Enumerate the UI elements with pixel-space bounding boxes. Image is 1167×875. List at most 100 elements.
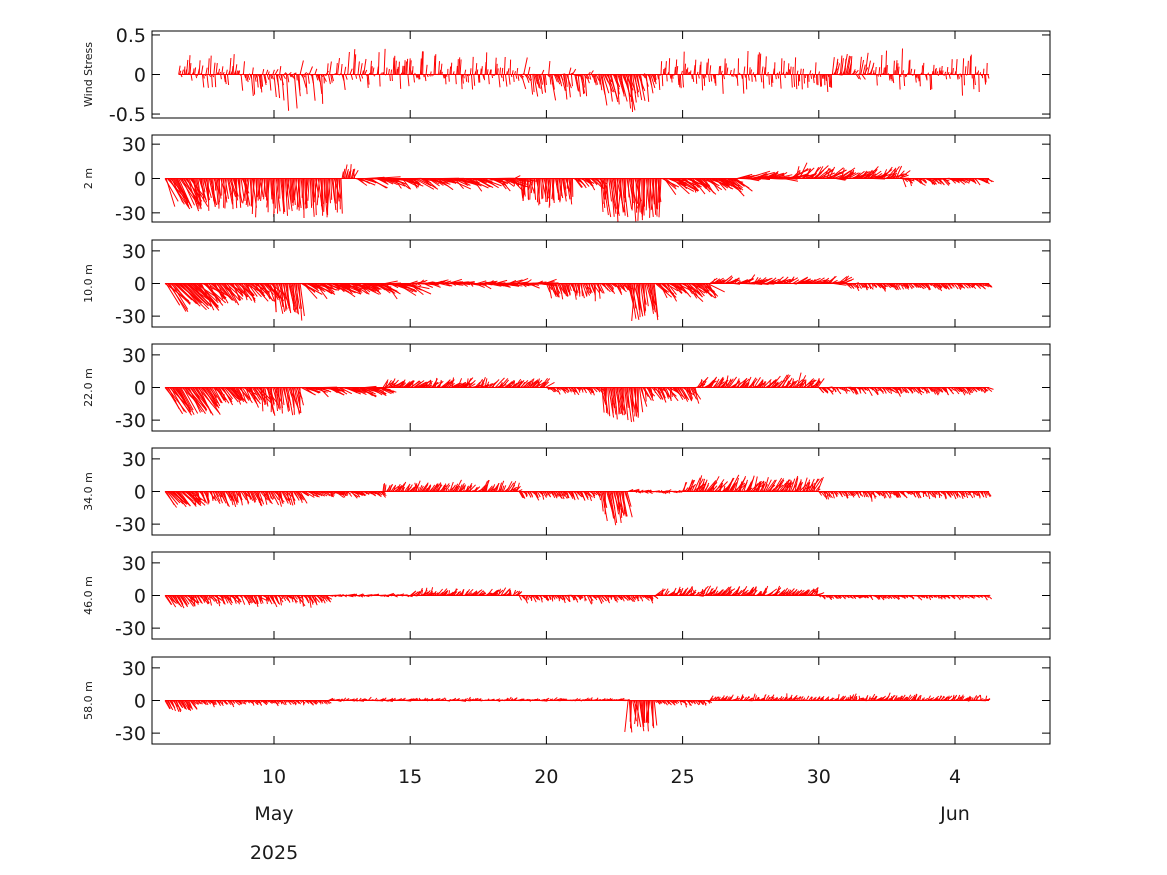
vector-stick — [669, 700, 676, 706]
vector-stick — [233, 700, 241, 706]
vector-stick — [379, 595, 381, 597]
vector-stick — [876, 74, 878, 86]
vector-stick — [693, 477, 701, 492]
vector-stick — [727, 378, 734, 388]
vector-stick — [909, 178, 912, 187]
vector-stick — [251, 178, 256, 206]
vector-stick — [896, 283, 901, 290]
vector-stick — [657, 489, 660, 492]
vector-stick — [401, 178, 412, 190]
vector-stick — [231, 387, 243, 401]
vector-stick — [509, 590, 511, 596]
vector-stick — [585, 283, 591, 293]
vector-stick — [469, 68, 472, 75]
vector-stick — [317, 74, 321, 82]
vector-stick — [653, 283, 659, 318]
panel-ylabel: Wind Stress — [82, 42, 95, 107]
vector-stick — [347, 283, 362, 294]
vector-stick — [686, 283, 698, 299]
vector-stick — [590, 387, 594, 394]
vector-stick — [905, 491, 910, 495]
vector-stick — [475, 63, 478, 75]
vector-stick — [535, 74, 540, 88]
vector-stick — [265, 178, 268, 201]
vector-stick — [254, 595, 259, 607]
vector-stick — [803, 74, 805, 84]
vector-stick — [686, 585, 693, 596]
vector-stick — [415, 74, 418, 79]
vector-stick — [888, 595, 891, 598]
vector-stick — [670, 283, 683, 294]
vector-stick — [717, 589, 723, 596]
vector-stick — [558, 491, 563, 497]
vector-stick — [322, 74, 327, 82]
vector-stick — [686, 387, 693, 401]
vector-stick — [543, 697, 550, 701]
vector-stick — [902, 70, 904, 75]
vector-stick — [841, 387, 844, 391]
vector-stick — [342, 491, 349, 495]
vector-stick — [517, 489, 523, 492]
stick-series — [164, 692, 991, 733]
vector-stick — [667, 283, 677, 296]
vector-stick — [572, 595, 575, 601]
vector-stick — [925, 283, 928, 288]
vector-stick — [953, 178, 960, 183]
vector-stick — [674, 66, 676, 75]
vector-stick — [714, 697, 717, 701]
vector-stick — [782, 587, 789, 596]
vector-stick — [231, 65, 234, 75]
vector-stick — [570, 74, 573, 87]
vector-stick — [602, 697, 606, 701]
vector-stick — [266, 387, 275, 414]
vector-stick — [723, 586, 732, 596]
stick-series — [164, 274, 993, 321]
vector-stick — [617, 491, 621, 510]
vector-stick — [894, 70, 896, 75]
vector-stick — [800, 479, 802, 492]
vector-stick — [467, 379, 476, 388]
vector-stick — [885, 491, 891, 499]
vector-stick — [881, 491, 886, 499]
vector-stick — [718, 696, 721, 701]
vector-stick — [249, 595, 255, 603]
vector-stick — [220, 491, 225, 501]
vector-stick — [188, 55, 191, 75]
vector-stick — [639, 387, 644, 413]
vector-stick — [940, 595, 943, 600]
vector-stick — [551, 595, 554, 602]
vector-stick — [413, 381, 422, 388]
vector-stick — [287, 700, 292, 706]
vector-stick — [684, 387, 693, 402]
vector-stick — [913, 69, 916, 75]
vector-stick — [494, 57, 497, 75]
vector-stick — [910, 68, 913, 75]
vector-stick — [661, 700, 664, 702]
vector-stick — [412, 698, 416, 701]
vector-stick — [918, 178, 922, 184]
vector-stick — [315, 283, 328, 300]
vector-stick — [247, 283, 258, 297]
vector-stick — [643, 283, 646, 313]
vector-stick — [589, 387, 593, 394]
vector-stick — [650, 595, 654, 601]
vector-stick — [399, 379, 406, 388]
vector-stick — [647, 489, 652, 492]
vector-stick — [551, 491, 556, 498]
vector-stick — [718, 378, 725, 388]
vector-stick — [509, 381, 515, 388]
vector-stick — [564, 595, 571, 603]
vector-stick — [307, 283, 320, 292]
vector-stick — [451, 697, 457, 701]
vector-stick — [623, 387, 625, 416]
vector-stick — [188, 178, 202, 209]
vector-stick — [968, 178, 971, 182]
vector-stick — [634, 387, 637, 417]
vector-stick — [504, 588, 511, 596]
vector-stick — [663, 283, 672, 294]
vector-stick — [693, 700, 696, 705]
vector-stick — [733, 283, 741, 285]
vector-stick — [921, 595, 926, 598]
vector-stick — [492, 384, 495, 388]
vector-stick — [242, 178, 249, 204]
